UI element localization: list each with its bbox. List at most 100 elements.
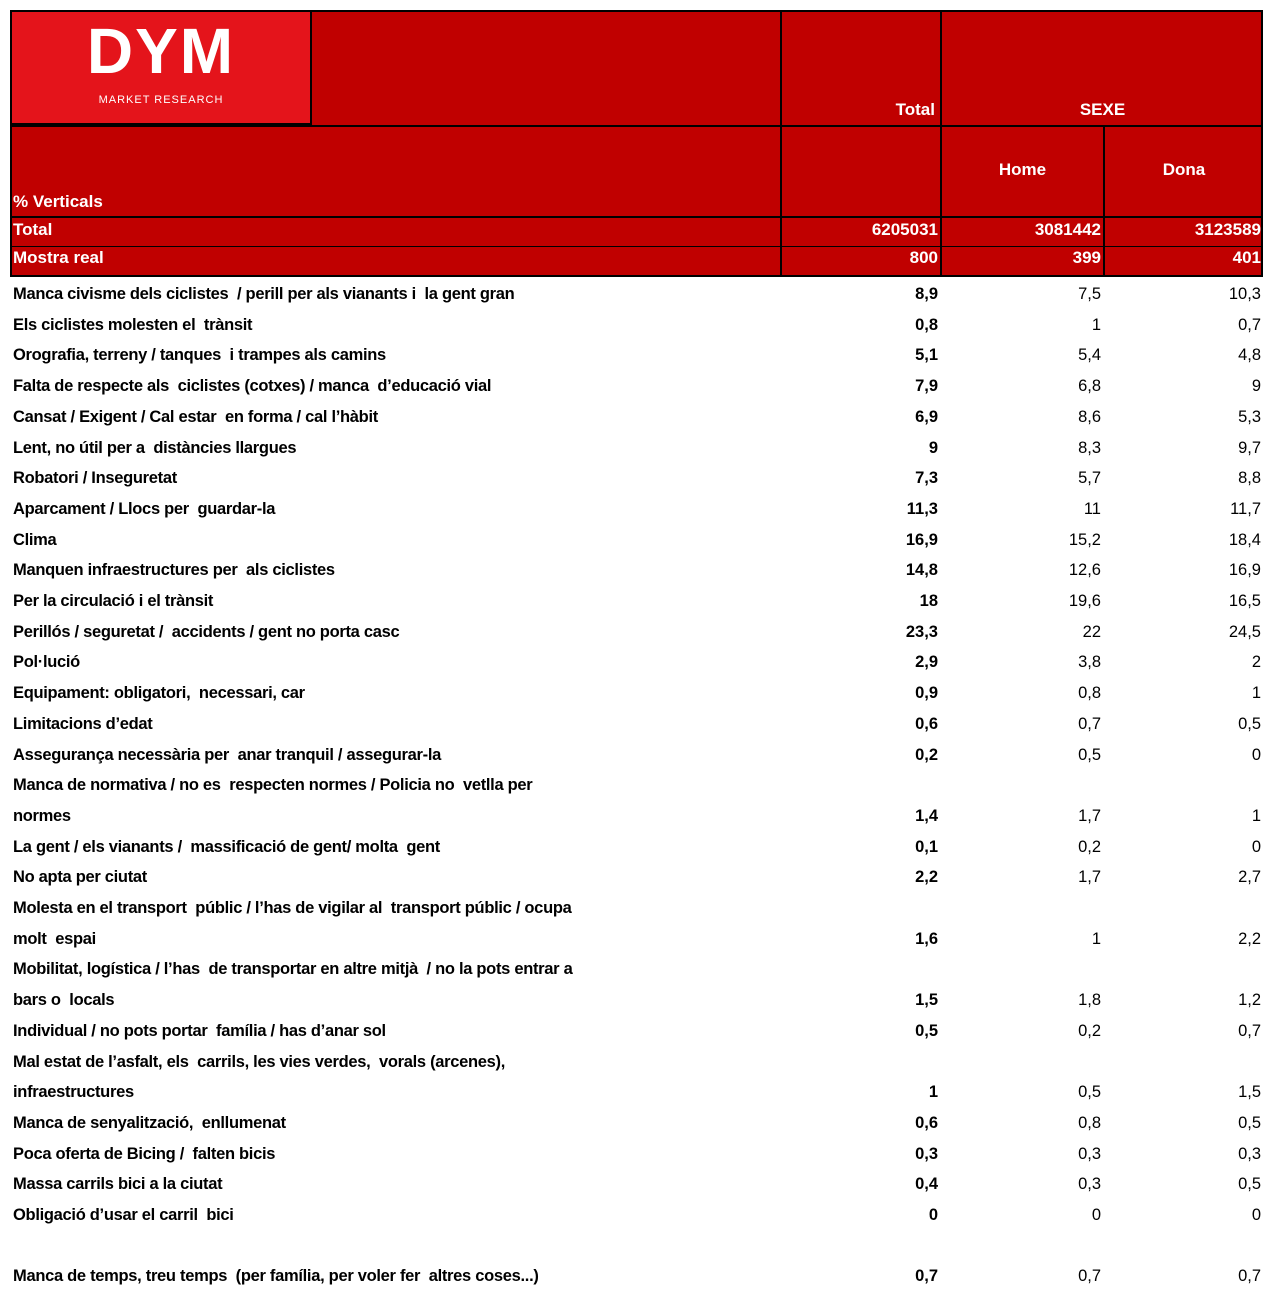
- row-value: 16,5: [1228, 592, 1261, 610]
- summary-value: 399: [1072, 248, 1101, 267]
- row-value: 1,7: [1078, 806, 1101, 825]
- row-value: 0: [928, 1206, 938, 1224]
- column-header: Dona: [1162, 160, 1206, 179]
- row-label: Massa carrils bici a la ciutat: [13, 1175, 223, 1194]
- row-value: 2,9: [915, 653, 938, 672]
- row-label: Falta de respecte als ciclistes (cotxes)…: [13, 377, 492, 396]
- row-value: 0,7: [1078, 1267, 1101, 1286]
- row-value: 3,8: [1078, 653, 1101, 672]
- row-value: 11: [1083, 499, 1101, 518]
- row-value: 8,8: [1238, 469, 1261, 488]
- row-label: Manca de temps, treu temps (per família,…: [13, 1267, 539, 1286]
- row-value: 16,9: [905, 530, 938, 549]
- row-label: molt espai: [13, 929, 96, 948]
- divider: [10, 216, 1263, 218]
- row-value: 0,5: [1078, 745, 1101, 764]
- row-label: Manca de normativa / no es respecten nor…: [13, 776, 533, 795]
- row-label: Equipament: obligatori, necessari, car: [13, 684, 305, 703]
- row-label: Manca de senyalització, enllumenat: [13, 1113, 286, 1132]
- row-value: 2,7: [1238, 868, 1261, 887]
- logo-name: DYM: [86, 15, 236, 87]
- row-value: 0: [1251, 745, 1261, 764]
- divider: [780, 10, 782, 277]
- logo: DYM MARKET RESEARCH: [10, 10, 312, 125]
- row-value: 1: [1091, 315, 1101, 334]
- row-value: 0,5: [1238, 714, 1261, 733]
- row-value: 5,1: [915, 346, 938, 365]
- row-value: 0,5: [1238, 1175, 1261, 1194]
- row-label: Manca civisme dels ciclistes / perill pe…: [13, 285, 515, 303]
- total-header: Total: [895, 100, 935, 119]
- row-value: 0: [1251, 1206, 1261, 1224]
- row-value: 0,7: [1078, 714, 1101, 733]
- row-label: infraestructures: [13, 1083, 134, 1102]
- row-value: 12,6: [1068, 561, 1101, 580]
- row-value: 11,3: [906, 499, 938, 518]
- row-value: 8,9: [915, 285, 938, 303]
- row-value: 2,2: [1238, 929, 1261, 948]
- row-value: 19,6: [1068, 592, 1101, 610]
- row-label: Obligació d’usar el carril bici: [13, 1206, 234, 1224]
- row-label: normes: [13, 806, 71, 825]
- row-value: 1: [1091, 929, 1101, 948]
- row-label: No apta per ciutat: [13, 868, 147, 887]
- row-value: 0,6: [915, 714, 938, 733]
- row-value: 18: [919, 592, 938, 610]
- row-value: 9,7: [1238, 438, 1261, 457]
- row-value: 0,7: [1238, 315, 1261, 334]
- row-value: 2,2: [915, 868, 938, 887]
- row-label: Assegurança necessària per anar tranquil…: [13, 745, 441, 764]
- row-value: 10,3: [1228, 285, 1261, 303]
- stub-header: % Verticals: [13, 192, 103, 211]
- row-value: 1,5: [915, 991, 938, 1010]
- row-value: 0,3: [1238, 1144, 1261, 1163]
- row-label: Cansat / Exigent / Cal estar en forma / …: [13, 407, 378, 426]
- row-value: 1,4: [915, 806, 938, 825]
- row-label: Clima: [13, 530, 57, 549]
- row-value: 6,8: [1078, 377, 1101, 396]
- row-value: 0,5: [1078, 1083, 1101, 1102]
- row-label: Molesta en el transport públic / l’has d…: [13, 899, 572, 917]
- logo-tagline: MARKET RESEARCH: [98, 94, 224, 106]
- row-value: 0,8: [1078, 1113, 1101, 1132]
- row-label: Per la circulació i el trànsit: [13, 592, 214, 610]
- row-value: 23,3: [905, 622, 938, 641]
- row-value: 11,7: [1230, 499, 1261, 518]
- row-value: 5,4: [1078, 346, 1101, 365]
- row-value: 7,9: [915, 377, 938, 396]
- row-value: 0,5: [1238, 1113, 1261, 1132]
- row-value: 0,2: [1078, 837, 1101, 856]
- divider: [10, 246, 1263, 247]
- summary-value: 3123589: [1194, 220, 1261, 239]
- row-value: 0,7: [1238, 1021, 1261, 1040]
- summary-label: Total: [13, 220, 53, 239]
- row-value: 22: [1082, 622, 1101, 641]
- row-label: Individual / no pots portar família / ha…: [13, 1021, 386, 1040]
- row-value: 16,9: [1228, 561, 1261, 580]
- row-value: 0,4: [915, 1175, 938, 1194]
- row-label: Pol·lució: [13, 653, 80, 672]
- row-value: 0,7: [1238, 1267, 1261, 1286]
- row-value: 1,8: [1078, 991, 1101, 1010]
- row-value: 0,9: [915, 684, 938, 703]
- group-header: SEXE: [1079, 100, 1126, 119]
- row-value: 0,7: [915, 1267, 938, 1286]
- row-label: Aparcament / Llocs per guardar-la: [13, 499, 276, 518]
- row-value: 1: [1251, 806, 1261, 825]
- summary-value: 3081442: [1034, 220, 1101, 239]
- row-label: Robatori / Inseguretat: [13, 469, 177, 488]
- row-value: 9: [928, 438, 938, 457]
- row-label: Lent, no útil per a distàncies llargues: [13, 438, 297, 457]
- row-value: 8,3: [1078, 438, 1101, 457]
- row-label: bars o locals: [13, 991, 115, 1010]
- row-value: 1,5: [1238, 1083, 1261, 1102]
- row-value: 0,6: [915, 1113, 938, 1132]
- row-value: 7,3: [915, 469, 938, 488]
- row-label: Mal estat de l’asfalt, els carrils, les …: [13, 1052, 506, 1071]
- row-label: La gent / els vianants / massificació de…: [13, 837, 441, 856]
- row-label: Manquen infraestructures per als ciclist…: [13, 561, 335, 580]
- row-value: 0,5: [915, 1021, 938, 1040]
- row-label: Els ciclistes molesten el trànsit: [13, 315, 253, 334]
- row-label: Limitacions d’edat: [13, 714, 153, 733]
